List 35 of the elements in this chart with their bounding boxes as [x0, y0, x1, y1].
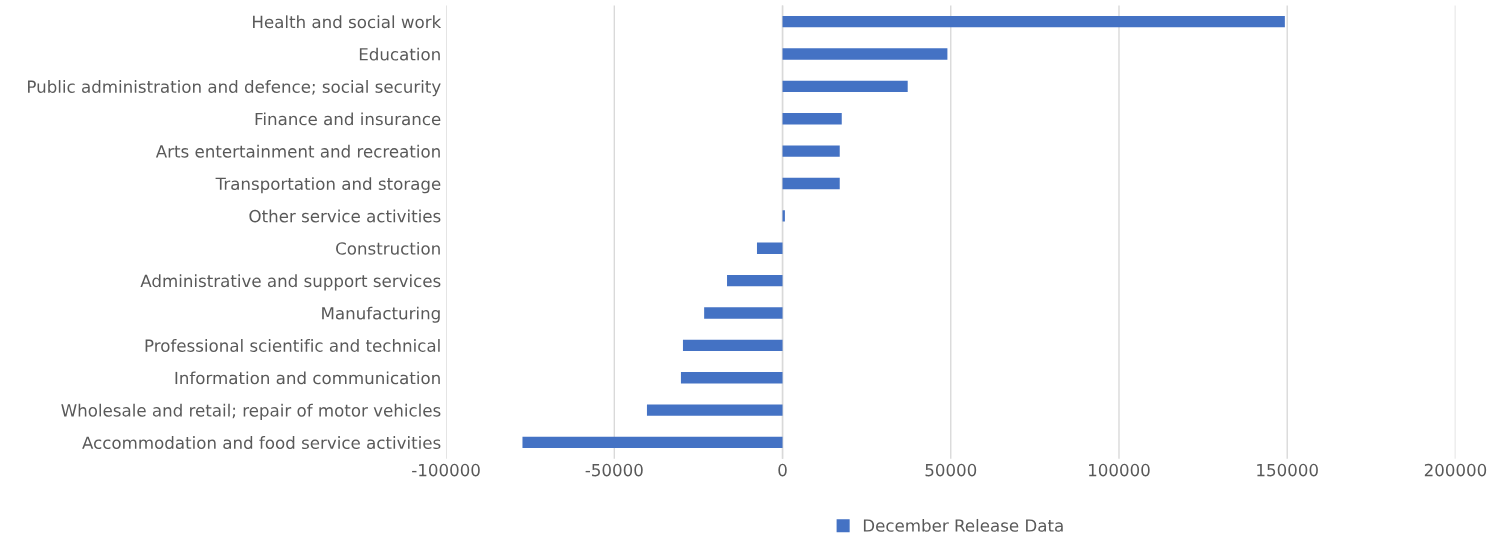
- x-tick-label: -100000: [412, 463, 480, 477]
- y-tick-label: Construction: [336, 241, 440, 255]
- bar: [522, 436, 783, 449]
- x-tick-label: 200000: [1424, 463, 1487, 477]
- bar: [680, 372, 783, 384]
- x-tick-label: 100000: [1089, 463, 1150, 477]
- y-tick-label: Transportation and storage: [215, 177, 441, 194]
- x-tick-label: 150000: [1257, 463, 1318, 477]
- y-tick-label: Accommodation and food service activities: [82, 436, 441, 450]
- bar: [727, 274, 783, 287]
- y-tick-label: Manufacturing: [322, 306, 440, 323]
- bar: [682, 339, 783, 352]
- y-tick-label: Information and communication: [175, 371, 440, 385]
- bar: [782, 113, 842, 125]
- bar: [782, 145, 840, 157]
- bar: [756, 242, 783, 254]
- y-tick-label: Education: [359, 47, 440, 61]
- x-tick-label: 50000: [925, 463, 977, 477]
- bar: [782, 15, 1285, 28]
- bar: [782, 48, 948, 60]
- y-tick-label: Wholesale and retail; repair of motor vehicles: [61, 403, 441, 420]
- y-tick-label: Professional scientific and technical: [145, 339, 440, 352]
- y-tick-label: Health and social work: [253, 15, 442, 29]
- bar: [782, 177, 840, 190]
- y-tick-label: Finance and insurance: [255, 112, 441, 126]
- y-tick-label: Public administration and defence; social security: [28, 80, 441, 97]
- y-tick-label: Other service activities: [249, 209, 441, 223]
- legend-label: December Release Data: [863, 518, 1063, 532]
- x-tick-label: 0: [778, 463, 787, 477]
- y-tick-label: Arts entertainment and recreation: [155, 144, 440, 158]
- y-tick-label: Administrative and support services: [140, 274, 441, 291]
- bar: [704, 307, 783, 319]
- x-tick-label: -50000: [585, 463, 643, 477]
- bar: [782, 80, 908, 93]
- bar: [646, 404, 783, 416]
